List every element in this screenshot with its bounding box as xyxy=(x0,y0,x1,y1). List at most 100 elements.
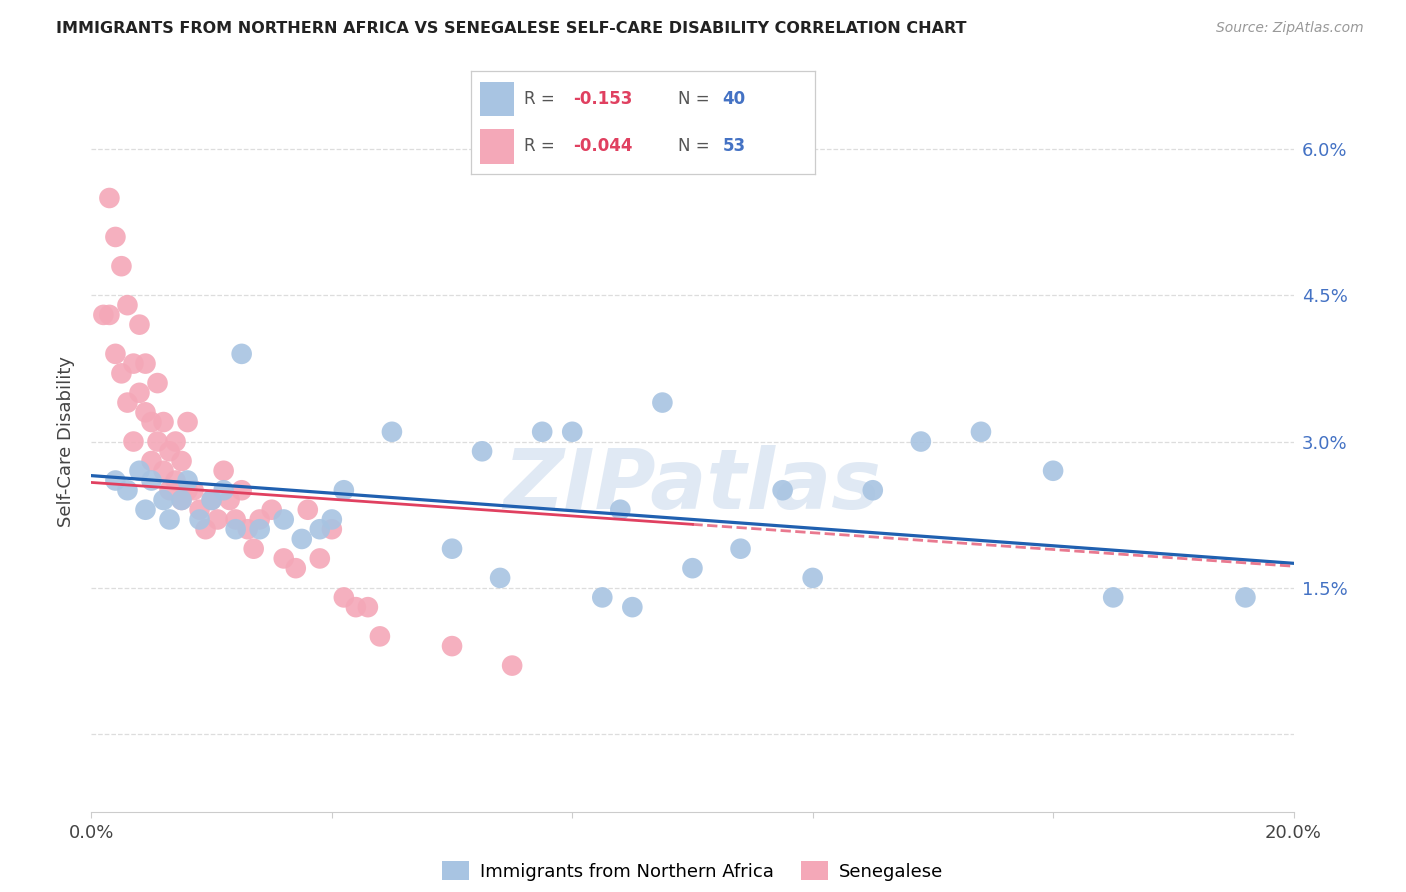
Point xyxy=(159,512,181,526)
Point xyxy=(93,308,115,322)
Point xyxy=(159,483,181,498)
Point xyxy=(333,483,356,498)
Point xyxy=(651,395,673,409)
Text: R =: R = xyxy=(524,90,555,108)
Point xyxy=(104,474,127,488)
Point xyxy=(910,434,932,449)
Text: -0.153: -0.153 xyxy=(572,90,633,108)
Point xyxy=(291,532,314,546)
Point xyxy=(321,512,343,526)
Point xyxy=(1234,591,1257,605)
Point xyxy=(194,522,217,536)
Point xyxy=(242,541,264,556)
Point xyxy=(273,551,295,566)
Point xyxy=(321,522,343,536)
Point xyxy=(188,512,211,526)
Point xyxy=(152,415,174,429)
Point xyxy=(117,395,139,409)
Point xyxy=(117,298,139,312)
Point xyxy=(308,522,330,536)
Point xyxy=(249,512,271,526)
Point xyxy=(970,425,993,439)
Point xyxy=(212,483,235,498)
Point xyxy=(170,493,193,508)
Point xyxy=(152,493,174,508)
Point xyxy=(159,444,181,458)
Point xyxy=(260,502,283,516)
Point xyxy=(128,464,150,478)
Point xyxy=(98,191,121,205)
Point xyxy=(440,639,463,653)
Text: 40: 40 xyxy=(723,90,745,108)
Point xyxy=(284,561,307,575)
Point xyxy=(357,600,380,615)
Point xyxy=(225,512,247,526)
Point xyxy=(134,405,156,419)
Point xyxy=(165,434,187,449)
Text: N =: N = xyxy=(678,90,709,108)
Point xyxy=(681,561,703,575)
Point xyxy=(381,425,404,439)
Point xyxy=(231,347,253,361)
Point xyxy=(104,230,127,244)
Point xyxy=(122,357,145,371)
Point xyxy=(183,483,205,498)
Bar xyxy=(479,128,515,163)
Point xyxy=(218,493,240,508)
Point xyxy=(368,629,391,643)
Point xyxy=(249,522,271,536)
Point xyxy=(501,658,523,673)
Point xyxy=(110,367,132,381)
Text: -0.044: -0.044 xyxy=(572,137,633,155)
Point xyxy=(730,541,752,556)
Point xyxy=(201,493,224,508)
Point xyxy=(128,385,150,400)
Point xyxy=(165,474,187,488)
Point xyxy=(146,376,169,390)
Point xyxy=(591,591,613,605)
Point xyxy=(201,493,224,508)
Point xyxy=(141,474,163,488)
Point xyxy=(146,434,169,449)
Point xyxy=(141,415,163,429)
Point xyxy=(212,464,235,478)
Point xyxy=(231,483,253,498)
Point xyxy=(531,425,554,439)
Point xyxy=(170,454,193,468)
Text: N =: N = xyxy=(678,137,709,155)
Bar xyxy=(479,81,515,117)
Point xyxy=(122,434,145,449)
Point xyxy=(1102,591,1125,605)
Point xyxy=(104,347,127,361)
Text: 53: 53 xyxy=(723,137,745,155)
Point xyxy=(236,522,259,536)
Point xyxy=(188,502,211,516)
Point xyxy=(297,502,319,516)
Point xyxy=(333,591,356,605)
Point xyxy=(609,502,631,516)
Point xyxy=(176,483,198,498)
Point xyxy=(489,571,512,585)
Point xyxy=(176,474,198,488)
Point xyxy=(128,318,150,332)
Point xyxy=(273,512,295,526)
Point xyxy=(98,308,121,322)
Point xyxy=(561,425,583,439)
Point xyxy=(621,600,644,615)
Legend: Immigrants from Northern Africa, Senegalese: Immigrants from Northern Africa, Senegal… xyxy=(434,854,950,888)
Point xyxy=(344,600,367,615)
Point xyxy=(141,454,163,468)
Y-axis label: Self-Care Disability: Self-Care Disability xyxy=(58,356,76,527)
Point xyxy=(207,512,229,526)
Point xyxy=(134,502,156,516)
Point xyxy=(152,464,174,478)
Point xyxy=(801,571,824,585)
Text: ZIPatlas: ZIPatlas xyxy=(503,445,882,526)
Text: IMMIGRANTS FROM NORTHERN AFRICA VS SENEGALESE SELF-CARE DISABILITY CORRELATION C: IMMIGRANTS FROM NORTHERN AFRICA VS SENEG… xyxy=(56,21,967,37)
Text: R =: R = xyxy=(524,137,555,155)
Point xyxy=(134,357,156,371)
Point xyxy=(117,483,139,498)
Point xyxy=(471,444,494,458)
Text: Source: ZipAtlas.com: Source: ZipAtlas.com xyxy=(1216,21,1364,36)
Point xyxy=(772,483,794,498)
